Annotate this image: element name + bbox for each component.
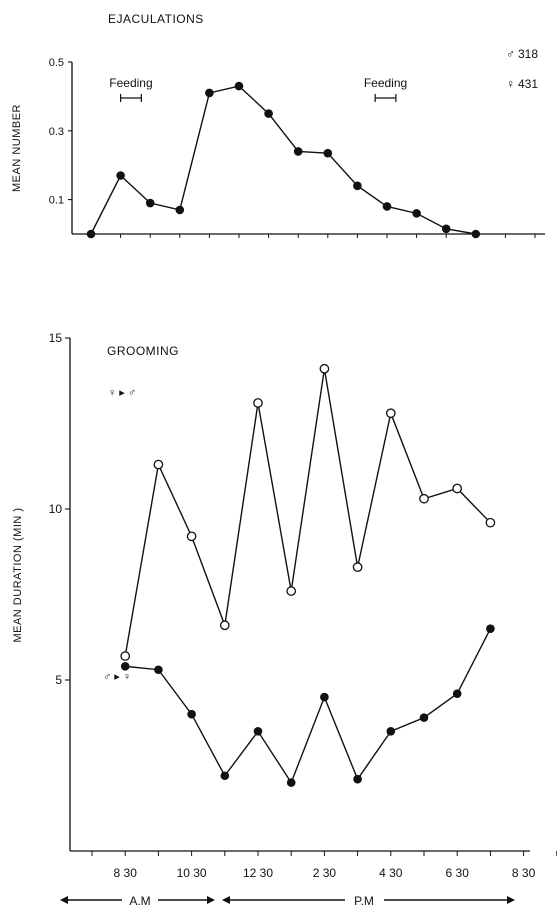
grooming-x-tick-label: 4 30 (379, 866, 403, 880)
ejaculations-point (412, 209, 421, 218)
female-to-male-point (452, 483, 463, 494)
am-period-label: A.M (129, 894, 150, 908)
male-to-female-point (253, 727, 263, 736)
female-to-male-point (419, 493, 429, 504)
male-to-female-point (320, 692, 329, 702)
am-pm-period-arrows: A.M P.M (60, 894, 515, 908)
am-arrow-head (207, 896, 215, 904)
ejaculations-point (471, 229, 481, 239)
male-to-female-point (419, 713, 429, 722)
grooming-legend: ♀ ▸ ♂ ♂ ▸ ♀ (103, 387, 136, 683)
male-to-female-point (187, 709, 196, 719)
male-to-female-point (386, 727, 396, 736)
grooming-x-tick-label: 12 30 (243, 866, 273, 880)
ejaculations-y-tick-label: 0.1 (49, 195, 64, 207)
pm-period-label: P.M (354, 894, 374, 908)
ejaculations-y-ticks: 0.5 0.3 0.1 (49, 57, 72, 207)
male-to-female-line (125, 628, 492, 785)
grooming-x-ticks: 8 30 10 30 12 30 2 30 4 30 6 30 8 30 (91, 851, 557, 880)
grooming-y-axis-label: MEAN DURATION (MIN ) (12, 507, 24, 642)
female-to-male-point (186, 531, 197, 542)
female-to-male-point (219, 620, 230, 631)
feeding-label: Feeding (109, 76, 152, 90)
grooming-y-tick-label: 5 (55, 673, 62, 687)
grooming-axes (69, 338, 530, 852)
ejaculations-point (205, 88, 214, 98)
female-to-male-point (385, 408, 396, 419)
ejaculations-point (353, 181, 362, 191)
grooming-x-tick-label: 2 30 (313, 866, 337, 880)
grooming-series (120, 363, 496, 787)
male-to-female-point (353, 774, 362, 784)
female-to-male-point (485, 517, 496, 528)
ejaculations-point (323, 148, 333, 158)
legend-female-symbol: ♀ (506, 77, 515, 91)
grooming-y-tick-label: 15 (49, 331, 63, 345)
ejaculations-title: EJACULATIONS (108, 12, 204, 26)
female-to-male-point (319, 363, 330, 374)
grooming-x-tick-label: 6 30 (446, 866, 470, 880)
ejaculations-point (175, 205, 185, 215)
ejaculations-point (382, 202, 392, 211)
male-to-female-point (452, 689, 462, 698)
grooming-x-tick-label: 8 30 (512, 866, 536, 880)
ejaculations-point (293, 147, 303, 156)
ejaculations-line (90, 85, 476, 235)
ejaculations-chart: EJACULATIONS MEAN NUMBER 0.5 0.3 0.1 Feedi… (11, 12, 545, 239)
male-to-female-point (154, 665, 163, 675)
female-to-male-point (286, 586, 297, 596)
female-to-male-point (253, 398, 263, 408)
pm-arrow-head (507, 896, 515, 904)
grooming-x-tick-label: 8 30 (114, 866, 138, 880)
am-arrow-head (60, 896, 68, 904)
grooming-title: GROOMING (107, 344, 179, 358)
grooming-y-tick-label: 10 (49, 502, 63, 516)
grooming-x-tick-label: 10 30 (177, 866, 207, 880)
ejaculations-point (234, 81, 244, 91)
ejaculations-point (441, 224, 451, 234)
ejaculations-y-tick-label: 0.3 (49, 126, 64, 138)
legend-male-to-female-label: ♂ ▸ ♀ (103, 671, 131, 683)
male-to-female-point (486, 624, 495, 633)
female-to-male-line (124, 368, 491, 657)
grooming-y-ticks: 15 10 5 (49, 331, 70, 687)
female-to-male-point (153, 459, 164, 470)
legend-female-to-male-label: ♀ ▸ ♂ (108, 387, 136, 399)
ejaculations-point (116, 171, 125, 180)
grooming-chart: GROOMING MEAN DURATION (MIN ) 15 10 5 8 30… (12, 331, 557, 908)
feeding-annotations: Feeding Feeding (109, 76, 407, 102)
ejaculations-point (264, 109, 273, 118)
ejaculations-y-axis-label: MEAN NUMBER (11, 104, 23, 192)
ejaculations-point (145, 198, 155, 208)
legend-male-symbol: ♂ (506, 47, 515, 61)
feeding-label: Feeding (364, 76, 407, 90)
ejaculations-point (86, 229, 96, 239)
ejaculations-axes (71, 62, 545, 235)
female-to-male-point (352, 562, 363, 572)
male-to-female-point (220, 771, 230, 781)
legend-male-count: 318 (518, 47, 538, 61)
female-to-male-point (120, 651, 131, 661)
male-to-female-point (120, 662, 130, 671)
legend-female-count: 431 (518, 77, 538, 91)
pm-arrow-head (222, 896, 230, 904)
male-to-female-point (286, 778, 296, 787)
ejaculations-series (86, 81, 481, 239)
ejaculations-y-tick-label: 0.5 (49, 57, 64, 69)
ejaculations-legend: ♂ 318 ♀ 431 (506, 47, 538, 91)
